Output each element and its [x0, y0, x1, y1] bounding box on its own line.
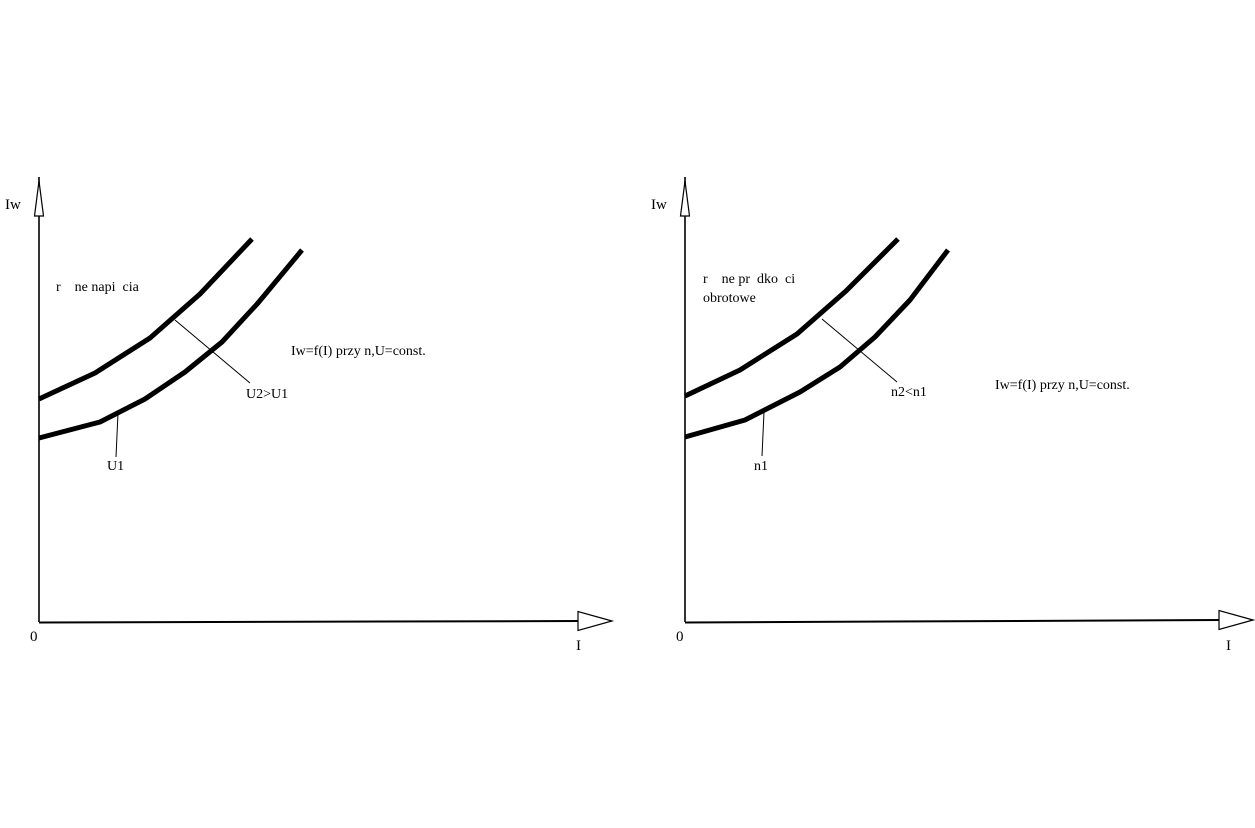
left-x-axis: [38, 620, 580, 624]
right-x-axis-arrowhead-icon: [1218, 609, 1255, 631]
left-curve-u1: [38, 248, 304, 441]
right-curve-n2-n1: [683, 237, 900, 399]
right-curve-label-n2: n2<n1: [891, 385, 927, 400]
right-x-axis-label: I: [1226, 638, 1231, 654]
left-equation-label: Iw=f(I) przy n,U=const.: [291, 344, 426, 359]
left-curve-label-u2: U2>U1: [246, 387, 289, 402]
left-y-axis-arrowhead-icon: [33, 180, 45, 217]
right-x-axis: [684, 619, 1221, 624]
right-y-axis-arrowhead-icon: [679, 180, 691, 217]
left-origin-label: 0: [30, 629, 38, 645]
right-origin-label: 0: [676, 629, 684, 645]
right-y-axis-label: Iw: [651, 197, 667, 213]
left-curve-u2-u1: [37, 237, 254, 402]
left-leader-line-u1: [115, 412, 119, 458]
right-annotation-line1: r ne pr dko ci: [703, 272, 796, 287]
left-curve-label-u1: U1: [107, 459, 125, 474]
left-x-axis-arrowhead-icon: [577, 610, 615, 632]
right-equation-label: Iw=f(I) przy n,U=const.: [995, 378, 1130, 393]
left-y-axis-label: Iw: [5, 197, 21, 213]
left-x-axis-label: I: [576, 638, 581, 654]
right-curve-n1: [684, 248, 950, 440]
right-curve-label-n1: n1: [754, 459, 768, 474]
right-annotation-line2: obrotowe: [703, 291, 756, 306]
right-leader-line-n1: [761, 411, 765, 457]
left-annotation: r ne napi cia: [56, 280, 139, 295]
